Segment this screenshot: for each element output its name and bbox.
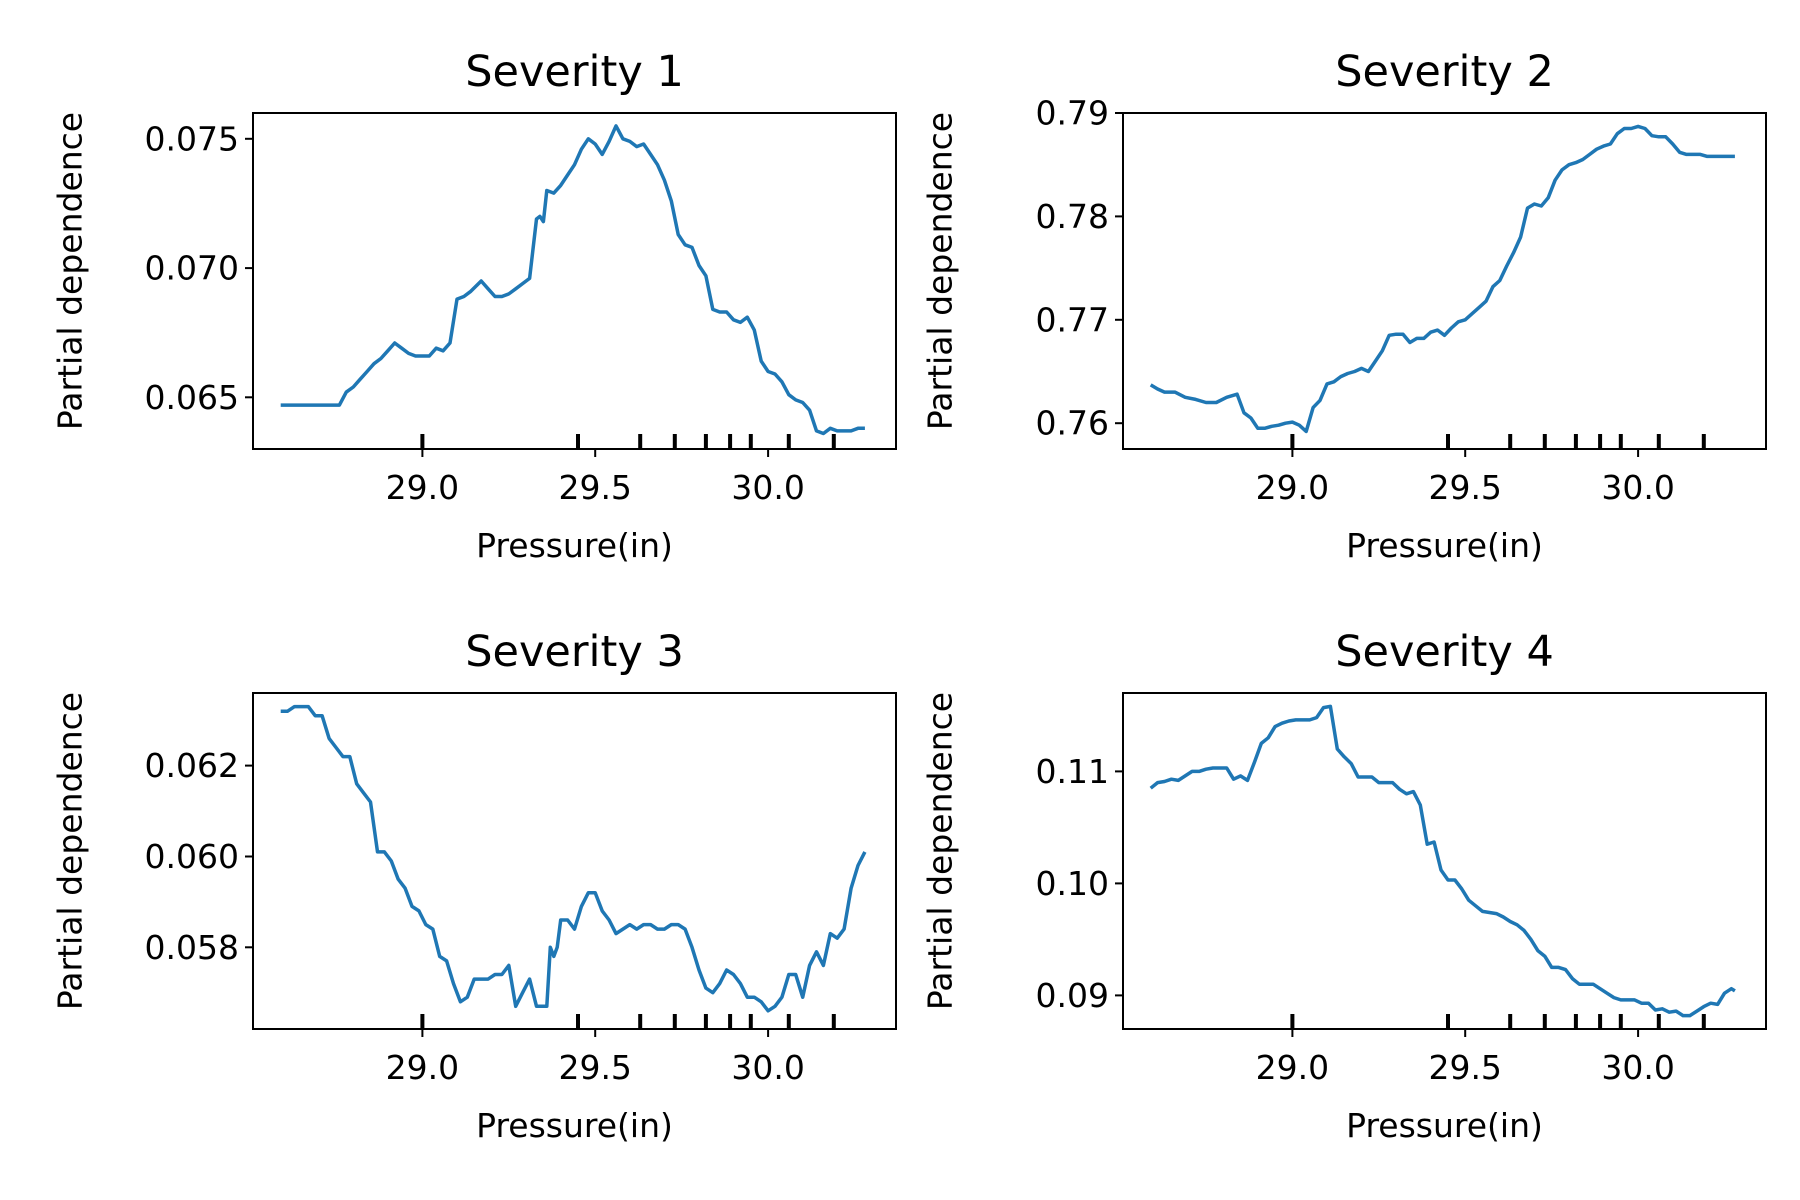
x-tick-label: 29.5 (558, 468, 631, 507)
subplot-severity-4: 29.0 29.5 30.0 0.09 0.10 0.11 Severity 4 Pressu… (921, 627, 1767, 1145)
x-axis-label: Pressure(in) (476, 1106, 673, 1145)
partial-dependence-line (280, 124, 865, 436)
y-axis-label: Partial dependence (921, 112, 960, 430)
x-tick-label: 29.0 (1256, 468, 1329, 507)
subplot-severity-3: 29.0 29.5 30.0 0.058 0.060 0.062 Severity 3 Pre… (51, 627, 897, 1145)
chart-title: Severity 2 (1335, 47, 1554, 97)
x-axis-label: Pressure(in) (1346, 1106, 1543, 1145)
subplot-severity-1: 29.0 29.5 30.0 0.065 0.070 0.075 Severity 1 Pre… (51, 47, 897, 565)
y-tick-label: 0.76 (1036, 404, 1109, 443)
x-tick-label: 29.0 (1256, 1048, 1329, 1087)
y-tick-label: 0.070 (145, 249, 239, 288)
x-tick-label: 30.0 (731, 1048, 804, 1087)
y-axis-label: Partial dependence (921, 692, 960, 1010)
y-tick-label: 0.062 (145, 746, 239, 785)
x-tick-label: 29.5 (558, 1048, 631, 1087)
chart-title: Severity 1 (465, 47, 684, 97)
y-tick-label: 0.09 (1036, 976, 1109, 1015)
y-tick-label: 0.075 (145, 119, 239, 158)
x-axis-label: Pressure(in) (476, 526, 673, 565)
chart-title: Severity 4 (1335, 627, 1554, 677)
x-tick-label: 29.0 (386, 468, 459, 507)
y-tick-label: 0.058 (145, 928, 239, 967)
x-tick-label: 29.5 (1428, 468, 1501, 507)
x-tick-label: 30.0 (731, 468, 804, 507)
x-tick-label: 30.0 (1601, 1048, 1674, 1087)
partial-dependence-line (1149, 704, 1736, 1018)
y-tick-label: 0.065 (145, 378, 239, 417)
subplot-severity-2: 29.0 29.5 30.0 0.76 0.77 0.78 0.79 Severity 2 Pr… (921, 47, 1767, 565)
y-axis-label: Partial dependence (51, 112, 90, 430)
axes-frame (1122, 112, 1767, 450)
axes-frame (252, 112, 897, 450)
x-tick-label: 30.0 (1601, 468, 1674, 507)
x-axis-label: Pressure(in) (1346, 526, 1543, 565)
y-tick-label: 0.11 (1036, 752, 1109, 791)
axes-frame (1122, 692, 1767, 1030)
y-tick-label: 0.77 (1036, 300, 1109, 339)
x-tick-label: 29.5 (1428, 1048, 1501, 1087)
partial-dependence-line (280, 704, 867, 1013)
y-tick-label: 0.060 (145, 837, 239, 876)
partial-dependence-line (1149, 124, 1735, 434)
y-axis-label: Partial dependence (51, 692, 90, 1010)
x-tick-label: 29.0 (386, 1048, 459, 1087)
chart-title: Severity 3 (465, 627, 684, 677)
y-tick-label: 0.79 (1036, 94, 1109, 133)
y-tick-label: 0.78 (1036, 197, 1109, 236)
y-tick-label: 0.10 (1036, 864, 1109, 903)
axes-frame (252, 692, 897, 1030)
